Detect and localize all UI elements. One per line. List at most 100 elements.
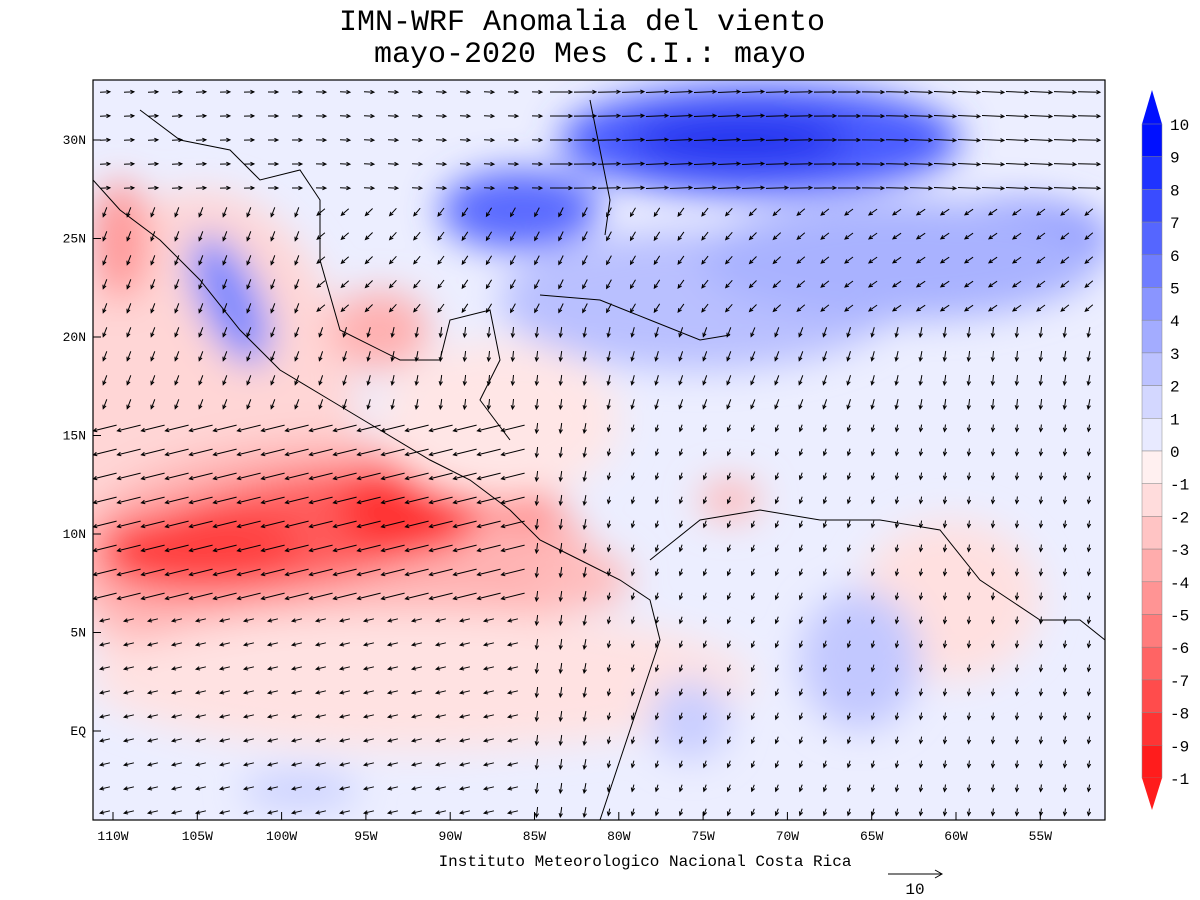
wind-arrow (774, 520, 780, 529)
wind-arrow (894, 568, 900, 577)
wind-arrow (243, 137, 256, 143)
wind-arrow (724, 207, 733, 217)
wind-arrow (1086, 399, 1091, 411)
wind-arrow (558, 518, 563, 531)
wind-arrow (942, 808, 948, 817)
wind-arrow (315, 137, 328, 143)
wind-arrow (582, 447, 587, 459)
wind-arrow (963, 232, 974, 240)
wind-arrow (846, 375, 851, 386)
wind-arrow (194, 714, 207, 719)
wind-arrow (885, 162, 910, 167)
wind-arrow (774, 664, 780, 673)
wind-arrow (332, 448, 357, 457)
wind-arrow (750, 616, 756, 625)
colorbar-box (1141, 156, 1163, 190)
wind-arrow (750, 472, 756, 481)
wind-arrow (122, 666, 135, 671)
wind-arrow (150, 375, 156, 386)
wind-arrow (582, 423, 587, 435)
wind-arrow (654, 351, 659, 362)
wind-arrow (677, 231, 685, 242)
wind-arrow (102, 375, 108, 386)
wind-arrow (748, 280, 757, 289)
wind-arrow (404, 424, 429, 433)
wind-arrow (218, 786, 231, 791)
y-tick-label: 5N (70, 626, 86, 641)
wind-arrow (362, 714, 375, 719)
wind-arrow (314, 714, 327, 719)
wind-arrow (702, 544, 708, 553)
wind-arrow (750, 568, 756, 577)
wind-arrow (284, 520, 309, 529)
wind-arrow (918, 496, 924, 505)
wind-arrow (386, 714, 399, 719)
wind-arrow (606, 448, 612, 457)
wind-arrow (1062, 640, 1068, 649)
wind-arrow (1077, 89, 1102, 95)
wind-arrow (630, 448, 636, 457)
wind-arrow (798, 664, 804, 673)
wind-arrow (630, 784, 636, 793)
wind-arrow (798, 351, 804, 362)
wind-arrow (500, 496, 525, 505)
wind-arrow (678, 520, 684, 529)
wind-arrow (987, 304, 998, 312)
wind-arrow (942, 326, 947, 339)
wind-arrow (452, 472, 477, 481)
wind-arrow (1038, 544, 1044, 553)
y-tick-label: 10N (63, 527, 86, 542)
wind-arrow (820, 232, 830, 240)
wind-arrow (750, 736, 756, 745)
wind-arrow (122, 618, 135, 623)
wind-arrow (164, 568, 189, 577)
wind-arrow (702, 760, 708, 769)
wind-arrow (316, 304, 326, 312)
wind-arrow (750, 399, 756, 410)
wind-arrow (212, 544, 237, 553)
colorbar-box (1141, 189, 1163, 223)
wind-arrow (194, 642, 207, 647)
wind-arrow (332, 496, 357, 505)
wind-arrow (669, 185, 694, 190)
wind-arrow (150, 351, 156, 362)
wind-arrow (894, 712, 900, 721)
wind-arrow (171, 161, 184, 167)
wind-arrow (1062, 398, 1067, 411)
x-tick-label: 90W (438, 829, 462, 844)
wind-arrow (966, 424, 972, 433)
wind-arrow (966, 398, 972, 411)
wind-arrow (1062, 424, 1068, 433)
wind-arrow (194, 786, 207, 791)
wind-arrow (476, 496, 501, 505)
wind-arrow (1077, 113, 1102, 119)
wind-arrow (558, 494, 563, 507)
wind-arrow (678, 616, 684, 625)
wind-arrow (482, 618, 495, 623)
wind-arrow (270, 207, 276, 218)
wind-arrow (1084, 256, 1094, 264)
wind-arrow (123, 161, 136, 167)
wind-arrow (915, 256, 926, 264)
wind-arrow (846, 496, 852, 505)
wind-arrow (1014, 326, 1020, 339)
wind-arrow (870, 351, 875, 362)
wind-arrow (990, 664, 996, 673)
wind-arrow (702, 424, 708, 433)
colorbar-box (1141, 614, 1163, 648)
x-tick-label: 60W (944, 829, 968, 844)
wind-arrow (654, 664, 660, 673)
wind-arrow (483, 137, 496, 143)
wind-arrow (147, 185, 160, 191)
wind-arrow (765, 185, 790, 190)
wind-arrow (147, 161, 160, 167)
wind-arrow (990, 568, 996, 577)
colorbar-box (1141, 745, 1163, 779)
wind-arrow (170, 762, 183, 767)
wind-arrow (1086, 688, 1092, 697)
colorbar-label: 9 (1170, 150, 1180, 168)
wind-arrow (198, 327, 204, 338)
wind-arrow (894, 326, 899, 339)
wind-arrow (1053, 90, 1078, 95)
wind-arrow (630, 520, 636, 529)
